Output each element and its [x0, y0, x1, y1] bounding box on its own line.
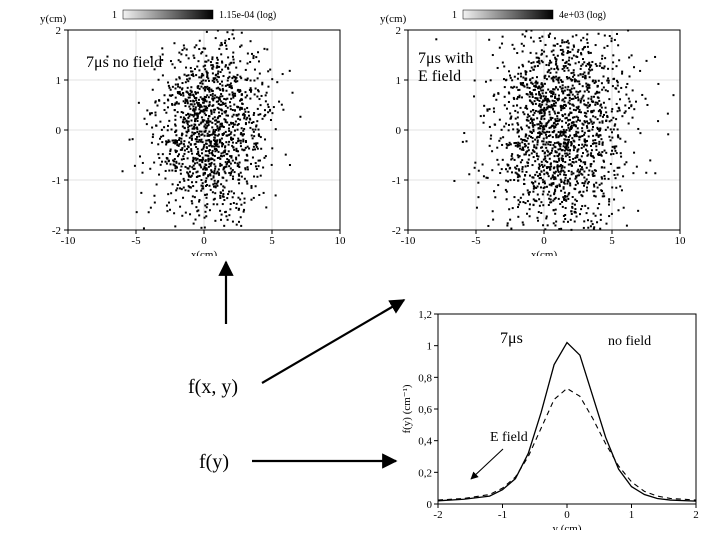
svg-text:2: 2	[693, 509, 699, 521]
panel-b-annot-line1: 7μs withE field	[418, 50, 473, 85]
svg-text:-2: -2	[52, 225, 61, 237]
svg-text:0,4: 0,4	[418, 436, 432, 448]
panel-fy-curves: -2 -1 0 1 2 0 0,2 0,4 0,6 0,8 1 1,2 y (cm) f(y) (cm⁻¹…	[402, 300, 702, 530]
svg-text:5: 5	[609, 235, 615, 247]
panel-c-e-field-text: E field	[490, 430, 528, 445]
panel-no-field: 11.15e-04 (log)-10-50510-2-1012x(cm)y(cm…	[30, 8, 360, 256]
svg-text:-10: -10	[401, 235, 416, 247]
svg-text:5: 5	[269, 235, 275, 247]
panel-c-time-text: 7μs	[500, 330, 523, 347]
svg-text:-1: -1	[52, 175, 61, 187]
svg-text:y (cm): y (cm)	[552, 523, 581, 530]
svg-text:x(cm): x(cm)	[531, 249, 558, 256]
svg-text:f(y) (cm⁻¹): f(y) (cm⁻¹)	[402, 384, 413, 433]
panel-c-e-field-label: E field	[490, 430, 528, 446]
panel-a-annotation: 7μs no field	[86, 54, 162, 72]
svg-text:1: 1	[112, 10, 117, 21]
svg-text:0,6: 0,6	[418, 404, 432, 416]
svg-text:10: 10	[335, 235, 347, 247]
svg-text:0: 0	[541, 235, 547, 247]
svg-text:1: 1	[427, 341, 433, 353]
svg-text:-2: -2	[392, 225, 401, 237]
svg-text:0,8: 0,8	[418, 372, 432, 384]
svg-text:2: 2	[56, 25, 62, 37]
svg-text:1: 1	[396, 75, 402, 87]
svg-text:0: 0	[201, 235, 207, 247]
panel-c-time-label: 7μs	[500, 330, 523, 348]
svg-text:1,2: 1,2	[418, 309, 432, 321]
panel-with-e-field: 14e+03 (log)-10-50510-2-1012x(cm)y(cm)	[370, 8, 700, 256]
label-fxy-text: f(x, y)	[188, 376, 238, 398]
svg-text:x(cm): x(cm)	[191, 249, 218, 256]
svg-text:1: 1	[629, 509, 635, 521]
svg-text:-2: -2	[433, 509, 442, 521]
svg-text:0: 0	[396, 125, 402, 137]
panel-a-annot-text: 7μs no field	[86, 54, 162, 71]
svg-text:-1: -1	[392, 175, 401, 187]
svg-text:4e+03 (log): 4e+03 (log)	[559, 10, 606, 21]
svg-text:0: 0	[427, 499, 433, 511]
label-fy: f(y)	[199, 451, 229, 474]
panel-c-no-field-text: no field	[608, 334, 651, 349]
panel-c-no-field-label: no field	[608, 334, 651, 350]
svg-text:1: 1	[56, 75, 62, 87]
svg-text:-1: -1	[498, 509, 507, 521]
svg-text:1.15e-04 (log): 1.15e-04 (log)	[219, 10, 276, 21]
panel-b-annotation: 7μs withE field	[418, 50, 473, 87]
svg-text:1: 1	[452, 10, 457, 21]
label-fxy: f(x, y)	[188, 376, 238, 399]
svg-text:2: 2	[396, 25, 402, 37]
svg-text:0,2: 0,2	[418, 467, 432, 479]
svg-text:y(cm): y(cm)	[380, 13, 407, 25]
label-fy-text: f(y)	[199, 451, 229, 473]
svg-text:-10: -10	[61, 235, 76, 247]
svg-text:0: 0	[564, 509, 570, 521]
svg-text:0: 0	[56, 125, 62, 137]
svg-text:10: 10	[675, 235, 687, 247]
svg-text:y(cm): y(cm)	[40, 13, 67, 25]
svg-text:-5: -5	[131, 235, 141, 247]
svg-text:-5: -5	[471, 235, 481, 247]
